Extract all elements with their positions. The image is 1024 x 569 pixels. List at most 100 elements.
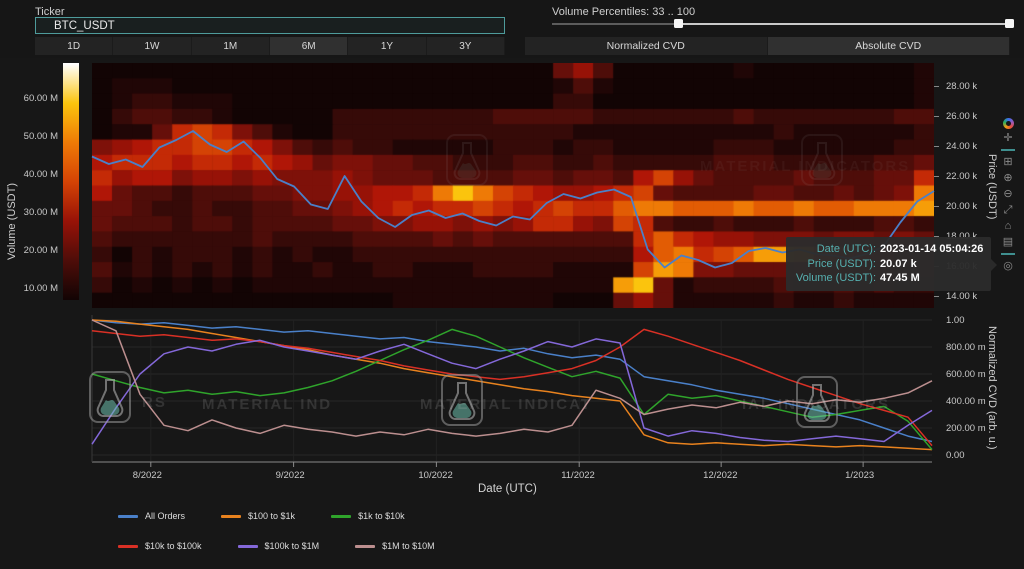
legend-label: $100k to $1M [264, 541, 320, 551]
volume-colorbar [63, 63, 79, 300]
camera-icon[interactable]: ▤ [1002, 236, 1014, 248]
tooltip-value: 2023-01-14 05:04:26 [880, 243, 984, 255]
ticker-input[interactable] [35, 17, 505, 34]
legend-item--100-to-1k[interactable]: $100 to $1k [221, 511, 295, 521]
flask-watermark-icon [440, 373, 484, 432]
cvd-tick: 600.00 m [946, 369, 986, 380]
timeframe-button-1w[interactable]: 1W [113, 37, 192, 55]
tick-mark [934, 236, 939, 237]
cvd-tick: 400.00 m [946, 396, 986, 407]
tooltip-label: Date (UTC): [816, 243, 876, 255]
flask-watermark-icon [88, 370, 132, 429]
colorbar-tick: 20.00 M [23, 245, 58, 256]
slider-active-segment [678, 23, 1014, 25]
tick-mark [934, 146, 939, 147]
slider-handle-high[interactable] [1005, 19, 1014, 28]
tab-absolute-cvd[interactable]: Absolute CVD [767, 37, 1010, 55]
price-tick: 28.00 k [946, 81, 978, 92]
legend-label: $1k to $10k [358, 511, 405, 521]
price-tick: 20.00 k [946, 201, 978, 212]
timeframe-button-1y[interactable]: 1Y [348, 37, 427, 55]
price-tick: 24.00 k [946, 141, 978, 152]
pan-icon[interactable]: ✛ [1003, 132, 1013, 144]
watermark-text: IAL INDICATORS [742, 396, 891, 413]
zoom-in-icon[interactable]: ⊕ [1003, 172, 1013, 184]
chart-panel: 60.00 M 50.00 M 40.00 M 30.00 M 20.00 M 10.00… [0, 58, 1024, 569]
normalized-cvd-chart[interactable] [91, 315, 933, 467]
tab-normalized-cvd[interactable]: Normalized CVD [525, 37, 768, 55]
price-axis-title: Price (USDT) [986, 154, 998, 220]
legend-swatch [118, 514, 138, 518]
date-axis-title: Date (UTC) [478, 483, 537, 495]
legend-row: $10k to $100k $100k to $1M $1M to $10M [118, 541, 471, 551]
legend-label: All Orders [145, 511, 186, 521]
colorbar-tick: 10.00 M [23, 283, 58, 294]
tick-mark [934, 86, 939, 87]
volume-percentiles-slider[interactable] [552, 19, 1014, 28]
legend-label: $1M to $10M [382, 541, 435, 551]
legend-swatch [221, 514, 242, 518]
cvd-series--1k-to-10k [91, 328, 933, 451]
ticker-label: Ticker [35, 6, 65, 18]
legend-swatch [118, 544, 138, 548]
slider-handle-low[interactable] [674, 19, 684, 28]
zoom-out-icon[interactable]: ⊖ [1003, 188, 1013, 200]
legend-item-all-orders[interactable]: All Orders [118, 511, 185, 521]
timeframe-button-1d[interactable]: 1D [35, 37, 114, 55]
legend-swatch [355, 544, 376, 548]
date-tick: 12/2022 [703, 470, 738, 481]
legend-item--10k-to-100k[interactable]: $10k to $100k [118, 541, 202, 551]
reset-axes-icon[interactable]: ⌂ [1004, 220, 1012, 232]
cvd-tick: 1.00 [946, 315, 965, 326]
price-tick: 18.00 k [946, 231, 977, 242]
cvd-series-all-orders [91, 319, 933, 443]
timeframe-button-6m[interactable]: 6M [269, 37, 349, 55]
watermark-text: MATERIAL INDICAT [420, 396, 592, 413]
timeframe-button-1m[interactable]: 1M [191, 37, 270, 55]
colorbar-tick: 30.00 M [23, 207, 58, 218]
tick-mark [934, 116, 939, 117]
colorbar-tick: 40.00 M [23, 169, 58, 180]
flask-watermark-icon [445, 133, 489, 192]
timeframe-button-3y[interactable]: 3Y [426, 37, 505, 55]
cvd-series--100k-to-1m [91, 338, 933, 445]
plotly-logo-icon[interactable] [1002, 118, 1014, 129]
colorbar-tick: 60.00 M [23, 93, 58, 104]
tooltip-value: 47.45 M [880, 272, 920, 284]
legend-swatch [237, 544, 258, 548]
watermark-text: MATERIAL IND [202, 396, 333, 413]
tooltip-label: Price (USDT): [807, 257, 876, 270]
cvd-tick: 200.00 m [946, 423, 986, 434]
price-tick: 14.00 k [946, 291, 978, 302]
colorbar-axis-title: Volume (USDT) [6, 183, 18, 261]
plotly-modebar: ✛ ⊞ ⊕ ⊖ ⤢ ⌂ ▤ ◎ [1000, 118, 1016, 273]
legend-label: $10k to $100k [145, 541, 202, 551]
legend-item--1m-to-10m[interactable]: $1M to $10M [355, 541, 435, 551]
legend-label: $100 to $1k [248, 511, 296, 521]
watermark-text: RS [142, 394, 167, 411]
box-zoom-icon[interactable]: ⊞ [1003, 156, 1013, 168]
tick-mark [934, 176, 939, 177]
legend-item--1k-to-10k[interactable]: $1k to $10k [331, 511, 405, 521]
legend-item--100k-to-1m[interactable]: $100k to $1M [237, 541, 320, 551]
cvd-series--1m-to-10m [91, 319, 933, 437]
date-tick: 10/2022 [418, 470, 453, 481]
tick-mark [934, 296, 939, 297]
tick-mark [934, 206, 939, 207]
date-tick: 8/2022 [132, 470, 162, 481]
price-tick: 26.00 k [946, 111, 978, 122]
reset-view-icon[interactable]: ◎ [1003, 260, 1013, 272]
tooltip-label: Volume (USDT): [795, 272, 876, 284]
cvd-tick: 800.00 m [946, 342, 986, 353]
legend-row: All Orders $100 to $1k $1k to $10k [118, 511, 441, 521]
colorbar-tick: 50.00 M [23, 131, 58, 142]
date-tick: 9/2022 [275, 470, 305, 481]
cvd-axis-title: Normalized CVD (arb. u.) [986, 326, 998, 450]
cvd-series--100-to-1k [91, 319, 933, 451]
flask-watermark-icon [800, 133, 844, 192]
modebar-separator [1001, 149, 1015, 151]
hover-tooltip: Date (UTC): 2023-01-14 05:04:26 Price (USD… [786, 237, 998, 291]
autoscale-icon[interactable]: ⤢ [1003, 204, 1013, 216]
modebar-separator [1001, 253, 1015, 255]
